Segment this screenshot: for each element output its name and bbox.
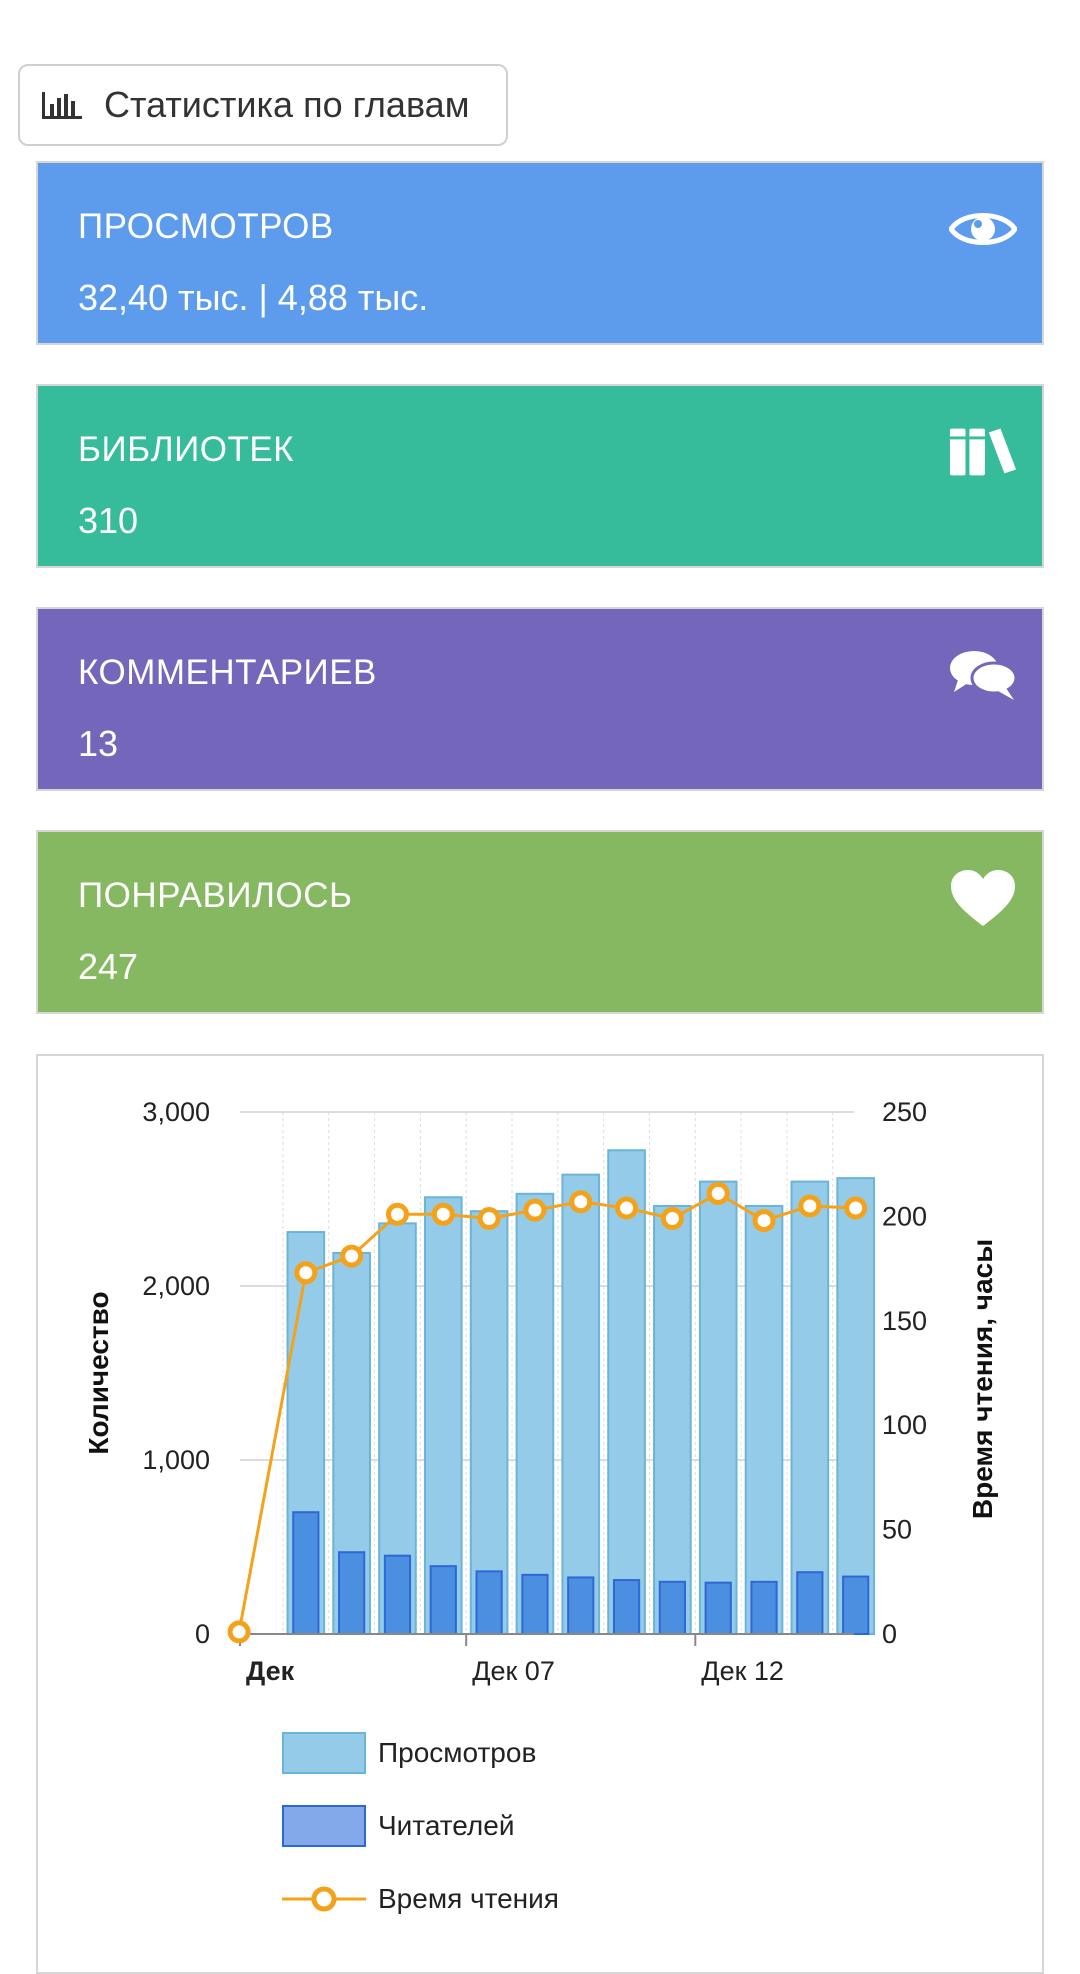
views-bar (790, 1180, 830, 1635)
likes-card: ПОНРАВИЛОСЬ 247 (36, 830, 1044, 1014)
y-right-tick-label: 200 (882, 1201, 927, 1231)
views-bar (653, 1204, 692, 1636)
books-icon (948, 420, 1018, 484)
legend-views-label: Просмотров (378, 1737, 537, 1768)
legend-views-swatch (282, 1732, 366, 1774)
reading-time-point (340, 1244, 364, 1268)
heart-icon (948, 866, 1018, 930)
libraries-value: 310 (78, 500, 139, 541)
reading-time-point (844, 1196, 868, 1220)
y-left-tick-label: 0 (195, 1619, 210, 1649)
comments-value: 13 (78, 723, 119, 764)
libraries-card: БИБЛИОТЕК 310 (36, 384, 1044, 568)
reading-time-point (294, 1261, 318, 1285)
stats-chart: 0 1,000 2,000 3,000 0 50 100 150 200 250 Дек Дек 07… (83, 1097, 998, 1686)
readers-bar (292, 1511, 320, 1636)
readers-bar (842, 1575, 870, 1636)
readers-bar (338, 1551, 366, 1635)
x-tick-label: Дек 12 (701, 1656, 784, 1686)
views-bar (836, 1177, 875, 1636)
y-right-tick-label: 250 (882, 1097, 927, 1127)
legend-views[interactable]: Просмотров (282, 1732, 536, 1774)
x-tick-label: Дек (246, 1656, 295, 1686)
readers-bar (658, 1580, 686, 1635)
reading-time-point (798, 1194, 822, 1218)
legend-readers-label: Читателей (378, 1810, 515, 1841)
legend-reading-time-swatch (282, 1878, 366, 1920)
y-right-axis-title: Время чтения, часы (967, 1239, 998, 1519)
views-bar (469, 1210, 509, 1635)
reading-time-point (431, 1202, 455, 1226)
views-bar (744, 1204, 784, 1636)
views-label: ПРОСМОТРОВ (78, 207, 334, 246)
libraries-label: БИБЛИОТЕК (78, 430, 295, 469)
reading-time-point (752, 1209, 776, 1233)
readers-bar (750, 1580, 778, 1635)
reading-time-point (227, 1620, 251, 1644)
reading-time-point (477, 1206, 501, 1230)
legend-reading-time-label: Время чтения (378, 1883, 559, 1914)
reading-time-point (569, 1190, 593, 1214)
readers-bar (704, 1581, 732, 1635)
bar-chart-icon (40, 88, 84, 122)
views-card: ПРОСМОТРОВ 32,40 тыс. | 4,88 тыс. (36, 161, 1044, 345)
readers-bar (612, 1579, 641, 1635)
y-right-tick-label: 150 (882, 1306, 927, 1336)
reading-time-point (706, 1181, 730, 1205)
views-bar (515, 1192, 555, 1635)
views-bar (698, 1180, 738, 1635)
y-left-tick-label: 3,000 (142, 1097, 210, 1127)
y-right-tick-label: 100 (882, 1410, 927, 1440)
y-left-axis-title: Количество (83, 1291, 114, 1454)
chapter-stats-button[interactable]: Статистика по главам (18, 64, 508, 146)
readers-bar (475, 1570, 503, 1635)
views-bar (607, 1149, 646, 1635)
comments-label: КОММЕНТАРИЕВ (78, 653, 377, 692)
comments-card: КОММЕНТАРИЕВ 13 (36, 607, 1044, 791)
chart-panel: 0 1,000 2,000 3,000 0 50 100 150 200 250 Дек Дек 07… (36, 1054, 1044, 1974)
likes-value: 247 (78, 946, 139, 987)
likes-label: ПОНРАВИЛОСЬ (78, 876, 353, 915)
reading-time-point (523, 1198, 547, 1222)
comments-icon (948, 643, 1018, 707)
views-bar (561, 1173, 601, 1635)
y-right-tick-label: 0 (882, 1619, 897, 1649)
legend-readers-swatch (282, 1805, 366, 1847)
readers-bar (521, 1573, 549, 1636)
chapter-stats-label: Статистика по главам (104, 84, 470, 125)
y-left-tick-label: 2,000 (142, 1271, 210, 1301)
legend-reading-time[interactable]: Время чтения (282, 1878, 559, 1920)
legend-readers[interactable]: Читателей (282, 1805, 514, 1847)
reading-time-point (660, 1206, 684, 1230)
y-right-tick-label: 50 (882, 1515, 912, 1545)
views-value: 32,40 тыс. | 4,88 тыс. (78, 277, 429, 318)
reading-time-point (385, 1202, 409, 1226)
x-tick-label: Дек 07 (472, 1656, 555, 1686)
eye-icon (948, 197, 1018, 261)
reading-time-point (615, 1196, 639, 1220)
readers-bar (796, 1571, 824, 1635)
readers-bar (429, 1565, 457, 1636)
readers-bar (567, 1576, 595, 1636)
y-left-tick-label: 1,000 (142, 1445, 210, 1475)
views-bar (423, 1196, 463, 1635)
readers-bar (383, 1554, 412, 1636)
